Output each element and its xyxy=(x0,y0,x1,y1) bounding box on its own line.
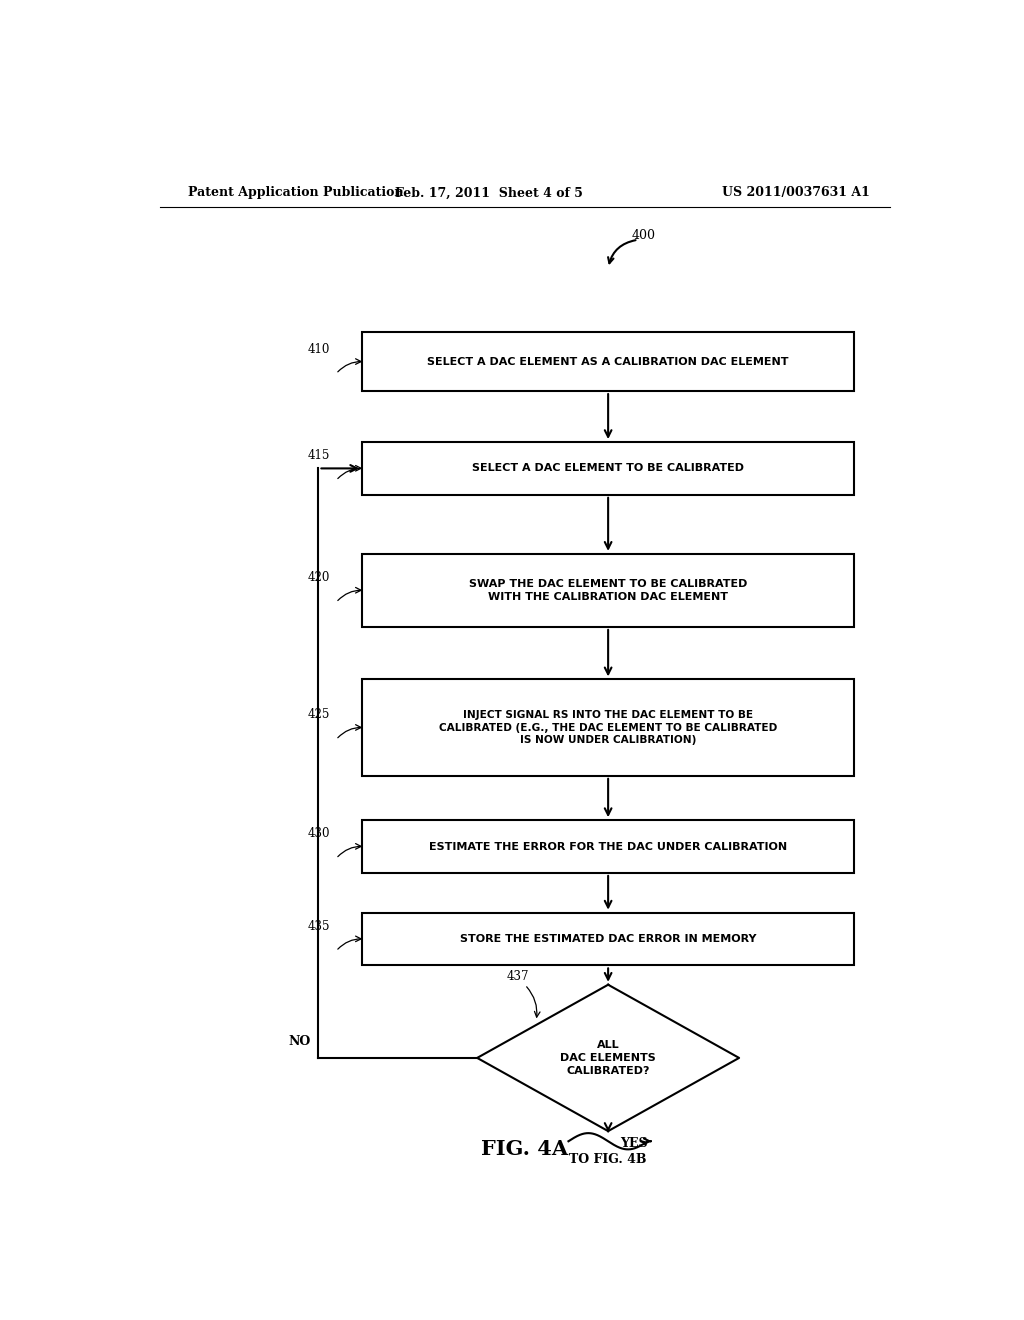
Text: 437: 437 xyxy=(506,970,528,982)
Bar xyxy=(362,333,854,391)
Text: Patent Application Publication: Patent Application Publication xyxy=(187,186,403,199)
Text: 420: 420 xyxy=(308,572,331,585)
Text: TO FIG. 4B: TO FIG. 4B xyxy=(569,1154,647,1167)
Bar xyxy=(362,912,854,965)
Text: 415: 415 xyxy=(308,449,331,462)
Text: YES: YES xyxy=(620,1138,647,1150)
Text: 410: 410 xyxy=(308,343,331,355)
Bar xyxy=(362,554,854,627)
Text: ALL
DAC ELEMENTS
CALIBRATED?: ALL DAC ELEMENTS CALIBRATED? xyxy=(560,1040,656,1076)
Bar xyxy=(362,820,854,873)
Text: STORE THE ESTIMATED DAC ERROR IN MEMORY: STORE THE ESTIMATED DAC ERROR IN MEMORY xyxy=(460,935,757,944)
Text: Feb. 17, 2011  Sheet 4 of 5: Feb. 17, 2011 Sheet 4 of 5 xyxy=(395,186,583,199)
Text: 400: 400 xyxy=(632,230,656,242)
Bar xyxy=(362,442,854,495)
Text: US 2011/0037631 A1: US 2011/0037631 A1 xyxy=(722,186,870,199)
Text: ESTIMATE THE ERROR FOR THE DAC UNDER CALIBRATION: ESTIMATE THE ERROR FOR THE DAC UNDER CAL… xyxy=(429,842,787,851)
Text: 425: 425 xyxy=(308,709,331,722)
Text: NO: NO xyxy=(289,1035,310,1048)
Text: SWAP THE DAC ELEMENT TO BE CALIBRATED
WITH THE CALIBRATION DAC ELEMENT: SWAP THE DAC ELEMENT TO BE CALIBRATED WI… xyxy=(469,579,748,602)
Text: SELECT A DAC ELEMENT AS A CALIBRATION DAC ELEMENT: SELECT A DAC ELEMENT AS A CALIBRATION DA… xyxy=(427,356,788,367)
Text: 435: 435 xyxy=(308,920,331,933)
Text: 430: 430 xyxy=(308,828,331,841)
Polygon shape xyxy=(477,985,739,1131)
Text: FIG. 4A: FIG. 4A xyxy=(481,1139,568,1159)
Text: SELECT A DAC ELEMENT TO BE CALIBRATED: SELECT A DAC ELEMENT TO BE CALIBRATED xyxy=(472,463,744,474)
Bar xyxy=(362,680,854,776)
Text: INJECT SIGNAL RS INTO THE DAC ELEMENT TO BE
CALIBRATED (E.G., THE DAC ELEMENT TO: INJECT SIGNAL RS INTO THE DAC ELEMENT TO… xyxy=(439,710,777,746)
